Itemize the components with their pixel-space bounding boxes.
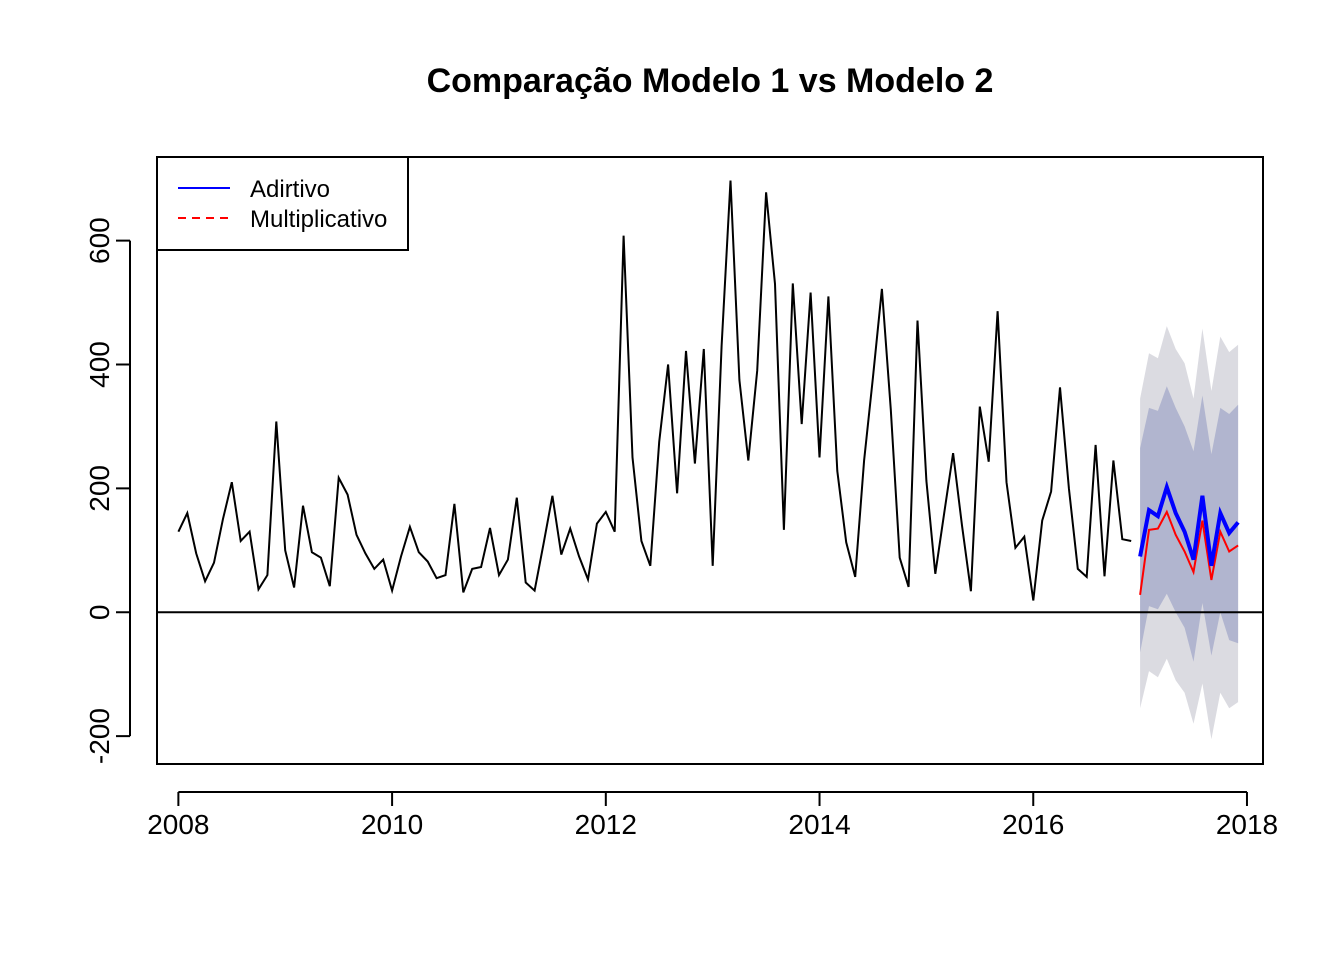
x-tick-label: 2008 <box>147 809 209 840</box>
x-tick-label: 2010 <box>361 809 423 840</box>
legend: Adirtivo Multiplicativo <box>156 156 409 251</box>
series-multiplicativo-line <box>1139 509 1239 596</box>
y-tick-label: 200 <box>84 465 115 512</box>
forecast-band-80 <box>1140 386 1239 662</box>
y-tick-label: -200 <box>84 708 115 764</box>
y-tick-label: 0 <box>84 605 115 621</box>
legend-label-adirtivo: Adirtivo <box>250 176 330 203</box>
plot-frame <box>156 156 1264 765</box>
x-tick-label: 2014 <box>788 809 850 840</box>
legend-label-multiplicativo: Multiplicativo <box>250 206 387 233</box>
x-tick-label: 2016 <box>1002 809 1064 840</box>
x-tick-label: 2018 <box>1216 809 1278 840</box>
series-adirtivo-line <box>1138 480 1240 567</box>
x-tick-label: 2012 <box>575 809 637 840</box>
y-tick-label: 600 <box>84 217 115 264</box>
chart-title: Comparação Modelo 1 vs Modelo 2 <box>427 62 994 100</box>
y-tick-label: 400 <box>84 341 115 388</box>
series-history-line <box>177 180 1132 601</box>
legend-box <box>156 156 409 251</box>
